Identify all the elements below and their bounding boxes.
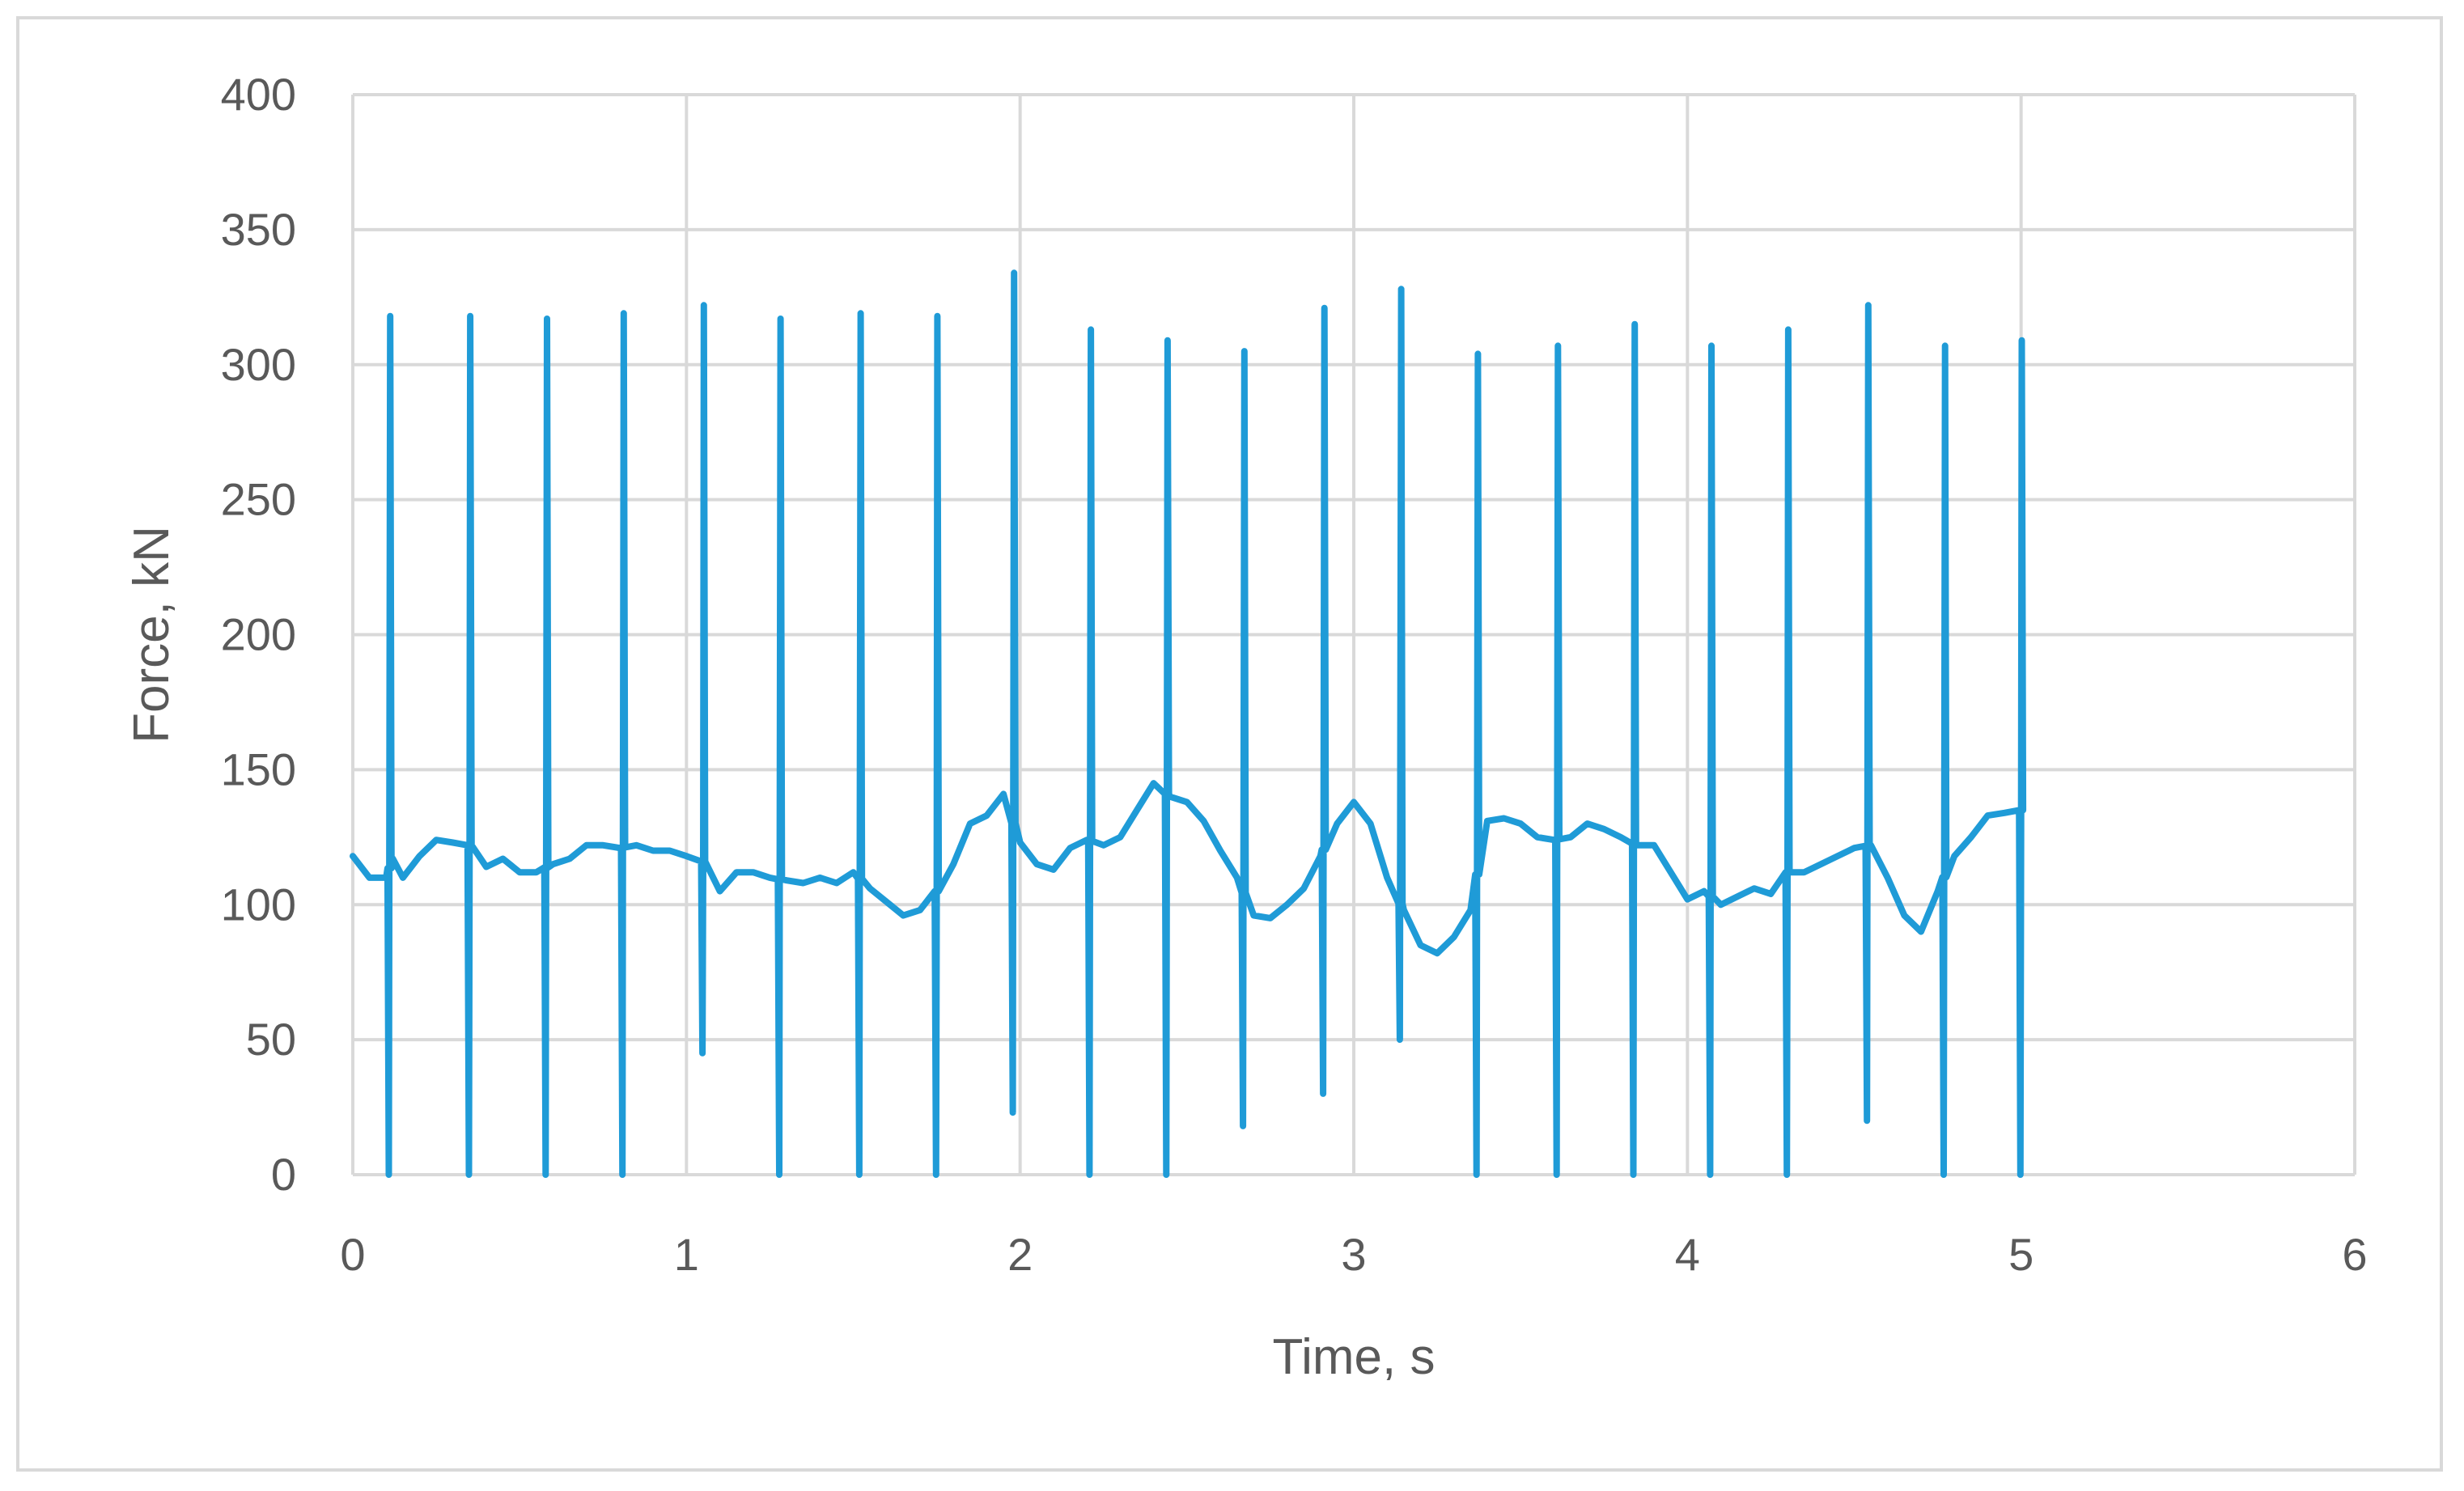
y-tick-label: 100 <box>221 879 296 930</box>
x-tick-label: 5 <box>2008 1229 2034 1280</box>
spike-peak-point <box>1322 307 1325 309</box>
y-tick-label: 200 <box>221 609 296 660</box>
chart-frame <box>16 16 2443 1472</box>
spike-peak-point <box>935 315 938 317</box>
spike-peak-point <box>1399 288 1402 290</box>
spike-peak-point <box>1166 339 1168 341</box>
spike-peak-point <box>1089 328 1092 331</box>
spike-peak-point <box>1787 328 1789 331</box>
y-tick-label: 300 <box>221 339 296 390</box>
spike-peak-point <box>859 312 861 315</box>
spike-peak-point <box>1866 304 1868 307</box>
y-tick-label: 0 <box>271 1149 296 1200</box>
x-tick-labels: 0 1 2 3 4 5 6 <box>340 1229 2367 1280</box>
y-tick-label: 150 <box>221 743 296 794</box>
spike-peak-point <box>1943 345 1945 347</box>
y-tick-label: 50 <box>246 1014 296 1065</box>
spike-peak-point <box>2020 339 2022 341</box>
spike-peak-point <box>621 312 624 315</box>
x-tick-label: 2 <box>1007 1229 1033 1280</box>
spike-peak-point <box>1242 350 1245 353</box>
x-tick-label: 1 <box>674 1229 699 1280</box>
x-tick-label: 3 <box>1341 1229 1366 1280</box>
y-tick-label: 400 <box>221 69 296 120</box>
spike-peak-point <box>1633 323 1635 325</box>
x-tick-label: 4 <box>1675 1229 1700 1280</box>
y-axis-title: Force, kN <box>124 526 180 743</box>
spike-peak-point <box>1556 345 1559 347</box>
gridlines <box>351 93 2356 1176</box>
spike-peak-point <box>545 318 548 320</box>
spike-peak-point <box>1012 272 1015 274</box>
spike-peak-point <box>1476 353 1478 355</box>
x-tick-label: 0 <box>340 1229 365 1280</box>
y-tick-label: 350 <box>221 204 296 255</box>
x-axis-title: Time, s <box>1273 1329 1436 1385</box>
force-line <box>350 269 2027 1178</box>
spike-peak-point <box>469 315 471 317</box>
x-tick-label: 6 <box>2342 1229 2367 1280</box>
y-tick-label: 250 <box>221 474 296 525</box>
spike-peak-point <box>702 304 704 307</box>
y-tick-labels: 0 50 100 150 200 250 300 350 400 <box>221 69 296 1200</box>
spike-peak-point <box>388 315 391 317</box>
spike-peak-point <box>1710 345 1712 347</box>
force-series <box>350 269 2027 1178</box>
spike-peak-point <box>778 318 781 320</box>
